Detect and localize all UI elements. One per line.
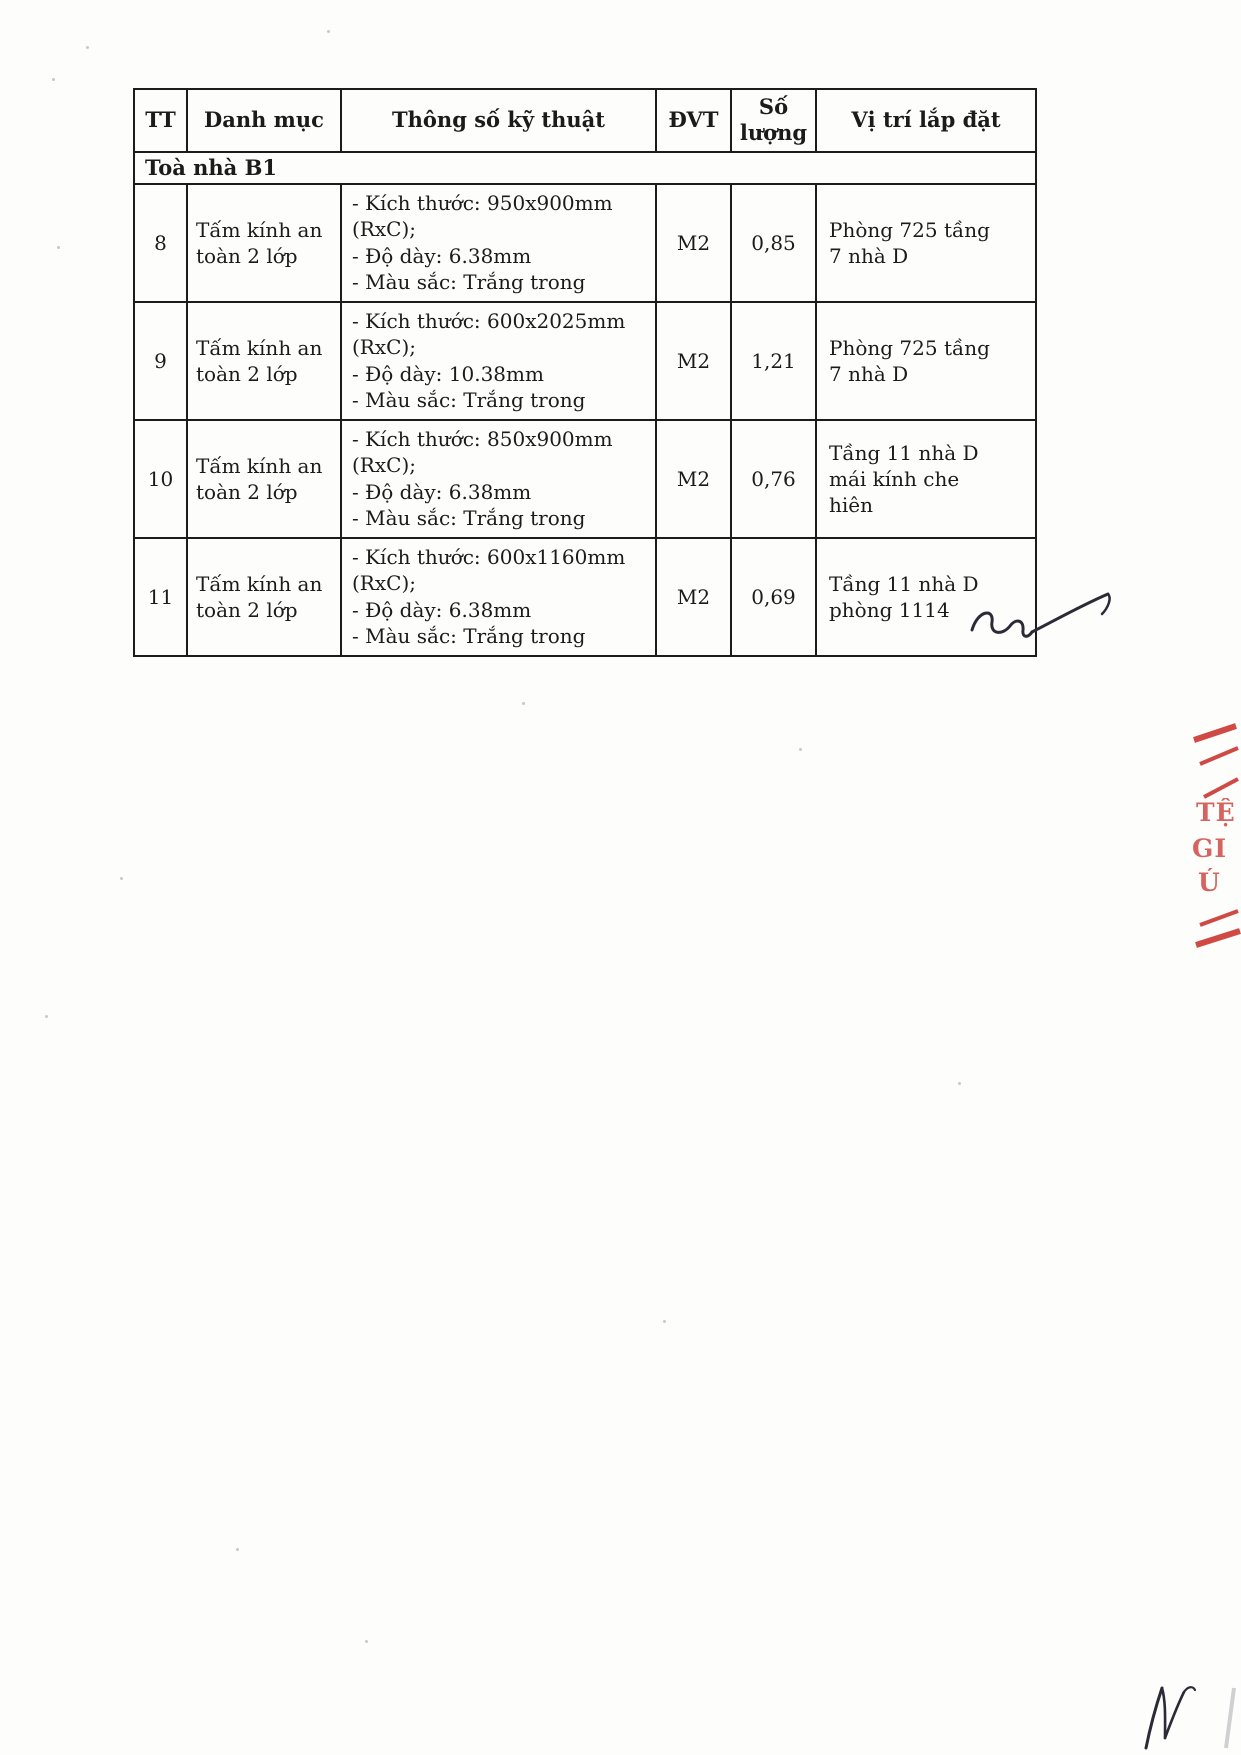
spec-line: - Kích thước: 600x2025mm: [352, 308, 626, 333]
cell-dvt: M2: [655, 300, 732, 421]
table-row: 11 Tấm kính an toàn 2 lớp - Kích thước: …: [133, 536, 1037, 657]
spec-line: - Kích thước: 850x900mm: [352, 426, 613, 451]
spec-line: - Độ dày: 6.38mm: [352, 597, 532, 622]
cell-vi-tri: Tầng 11 nhà D mái kính che hiên: [815, 418, 1037, 539]
header-vi-tri: Vị trí lắp đặt: [815, 88, 1037, 153]
signature-initial: [1138, 1678, 1198, 1753]
noise-speck: [327, 30, 330, 33]
spec-line: - Màu sắc: Trắng trong: [352, 269, 586, 294]
header-danh-muc: Danh mục: [186, 88, 342, 153]
cell-so-luong: 0,76: [730, 418, 817, 539]
noise-speck: [365, 1640, 368, 1643]
noise-speck: [958, 1082, 961, 1085]
cell-vi-tri: Tầng 11 nhà D phòng 1114: [815, 536, 1037, 657]
noise-speck: [57, 246, 60, 249]
cell-dvt: M2: [655, 182, 732, 303]
cell-vi-tri: Phòng 725 tầng 7 nhà D: [815, 300, 1037, 421]
noise-speck: [799, 748, 802, 751]
noise-speck: [522, 702, 525, 705]
cell-danh-muc: Tấm kính an toàn 2 lớp: [186, 418, 342, 539]
stamp-stroke-icon: [1190, 722, 1241, 772]
signature-flourish: [962, 588, 1122, 658]
spec-line: - Độ dày: 10.38mm: [352, 361, 544, 386]
cell-tt: 10: [133, 418, 188, 539]
spec-line: - Kích thước: 950x900mm: [352, 190, 613, 215]
cell-specs: - Kích thước: 600x2025mm (RxC); - Độ dày…: [340, 300, 657, 421]
cell-dvt: M2: [655, 418, 732, 539]
spec-line: - Độ dày: 6.38mm: [352, 479, 532, 504]
spec-line: - Kích thước: 600x1160mm: [352, 544, 626, 569]
spec-line: - Màu sắc: Trắng trong: [352, 387, 586, 412]
stamp-text-fragment: Ú: [1198, 868, 1221, 897]
cell-specs: - Kích thước: 850x900mm (RxC); - Độ dày:…: [340, 418, 657, 539]
header-so-luong: Số lượng: [730, 88, 817, 153]
cell-danh-muc: Tấm kính an toàn 2 lớp: [186, 300, 342, 421]
table-row: 10 Tấm kính an toàn 2 lớp - Kích thước: …: [133, 418, 1037, 539]
cell-danh-muc: Tấm kính an toàn 2 lớp: [186, 182, 342, 303]
section-title: Toà nhà B1: [133, 150, 1037, 185]
section-row: Toà nhà B1: [133, 150, 1037, 185]
scan-edge-mark: [1220, 1686, 1240, 1751]
spec-line: (RxC);: [352, 571, 416, 596]
noise-speck: [236, 1548, 239, 1551]
cell-so-luong: 0,69: [730, 536, 817, 657]
cell-dvt: M2: [655, 536, 732, 657]
cell-tt: 9: [133, 300, 188, 421]
noise-speck: [52, 78, 55, 81]
noise-speck: [120, 877, 123, 880]
cell-vi-tri: Phòng 725 tầng 7 nhà D: [815, 182, 1037, 303]
stamp-text-fragment: TỆ: [1196, 798, 1236, 827]
header-thong-so: Thông số kỹ thuật: [340, 88, 657, 153]
stamp-stroke-icon: [1194, 905, 1241, 953]
spec-line: - Màu sắc: Trắng trong: [352, 505, 586, 530]
cell-specs: - Kích thước: 600x1160mm (RxC); - Độ dày…: [340, 536, 657, 657]
spec-line: (RxC);: [352, 335, 416, 360]
spec-line: (RxC);: [352, 217, 416, 242]
table-row: 9 Tấm kính an toàn 2 lớp - Kích thước: 6…: [133, 300, 1037, 421]
cell-tt: 8: [133, 182, 188, 303]
stamp-text-fragment: GI: [1192, 834, 1228, 863]
cell-so-luong: 1,21: [730, 300, 817, 421]
header-tt: TT: [133, 88, 188, 153]
cell-specs: - Kích thước: 950x900mm (RxC); - Độ dày:…: [340, 182, 657, 303]
cell-tt: 11: [133, 536, 188, 657]
table-row: 8 Tấm kính an toàn 2 lớp - Kích thước: 9…: [133, 182, 1037, 303]
cell-danh-muc: Tấm kính an toàn 2 lớp: [186, 536, 342, 657]
spec-line: - Màu sắc: Trắng trong: [352, 623, 586, 648]
spec-line: - Độ dày: 6.38mm: [352, 243, 532, 268]
header-dvt: ĐVT: [655, 88, 732, 153]
noise-speck: [45, 1015, 48, 1018]
noise-speck: [663, 1320, 666, 1323]
spec-line: (RxC);: [352, 453, 416, 478]
table-header-row: TT Danh mục Thông số kỹ thuật ĐVT Số lượ…: [133, 88, 1037, 153]
stamp-stroke-icon: [1200, 775, 1241, 805]
equipment-table: TT Danh mục Thông số kỹ thuật ĐVT Số lượ…: [133, 88, 1037, 657]
noise-speck: [86, 46, 89, 49]
cell-so-luong: 0,85: [730, 182, 817, 303]
